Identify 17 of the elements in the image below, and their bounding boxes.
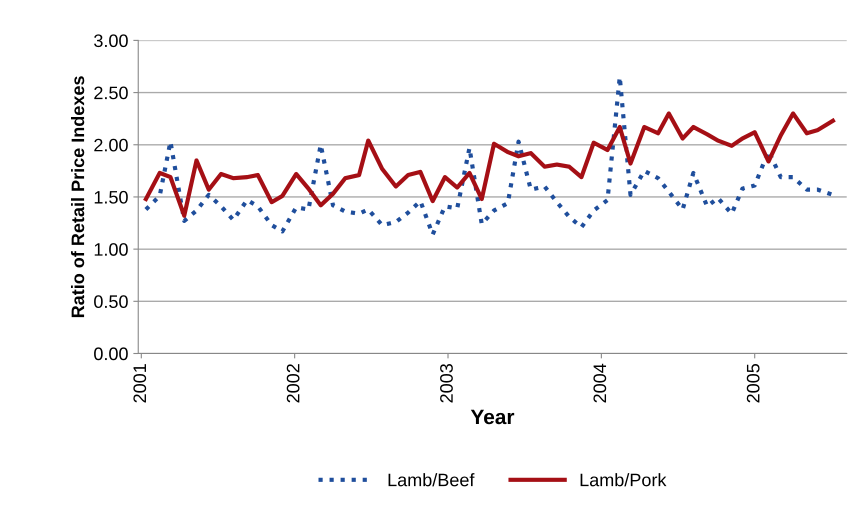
y-tick-label: 0.00: [94, 347, 128, 360]
x-tick-label: 2004: [593, 364, 606, 402]
y-tick-label: 1.50: [94, 190, 128, 204]
y-axis-title: Ratio of Retail Price Indexes: [70, 76, 84, 318]
y-tick-label: 1.00: [94, 243, 128, 256]
y-tick-label: 0.50: [94, 295, 128, 308]
legend-label: Lamb/Beef: [388, 473, 474, 486]
y-tick-label: 3.00: [94, 34, 128, 48]
x-tick-label: 2003: [440, 364, 453, 402]
y-tick-label: 2.50: [94, 86, 128, 100]
x-tick-label: 2001: [133, 364, 146, 402]
y-tick-label: 2.00: [94, 138, 128, 152]
x-tick-label: 2005: [746, 364, 760, 402]
legend-label: Lamb/Pork: [580, 473, 666, 486]
x-axis-title: Year: [470, 410, 514, 424]
x-tick-label: 2002: [286, 364, 300, 402]
line-series: [144, 111, 836, 218]
